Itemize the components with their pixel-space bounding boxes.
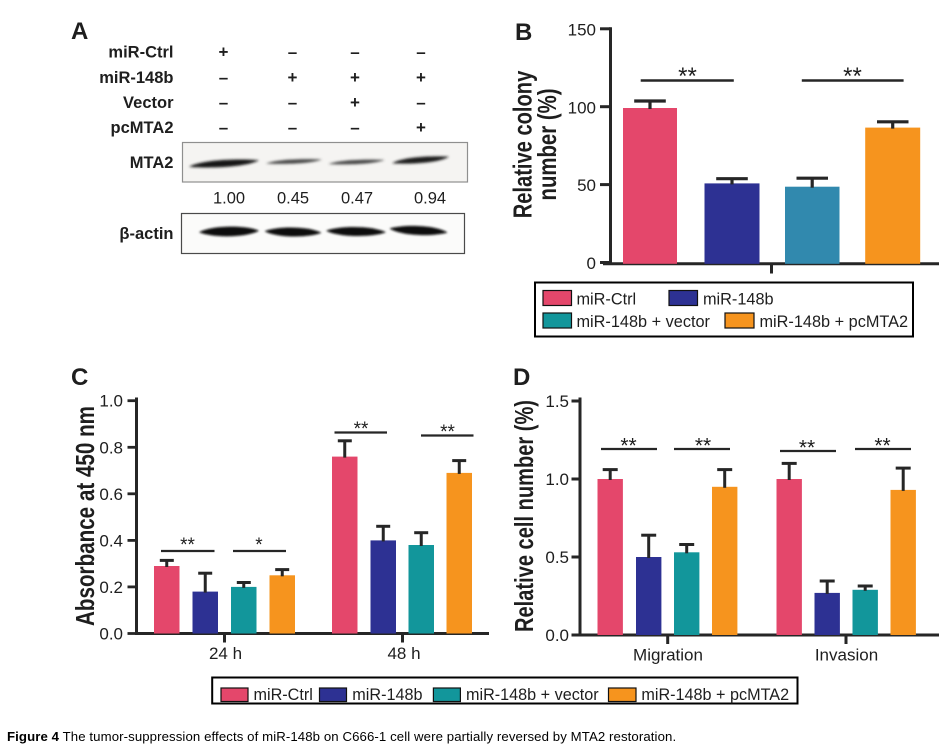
svg-text:MTA2: MTA2 (130, 154, 174, 172)
svg-text:miR-148b + pcMTA2: miR-148b + pcMTA2 (641, 686, 789, 704)
svg-text:0.6: 0.6 (99, 485, 123, 504)
svg-text:0.94: 0.94 (414, 190, 446, 208)
svg-text:1.0: 1.0 (99, 392, 123, 411)
svg-text:miR-148b: miR-148b (703, 291, 774, 309)
svg-text:+: + (288, 68, 298, 87)
svg-text:miR-148b: miR-148b (352, 686, 422, 704)
svg-text:0.5: 0.5 (545, 548, 569, 567)
svg-text:**: ** (180, 535, 195, 556)
svg-text:0.8: 0.8 (99, 438, 123, 457)
svg-text:50: 50 (577, 176, 596, 195)
svg-text:0: 0 (587, 254, 596, 273)
svg-text:+: + (416, 118, 426, 137)
svg-text:0.0: 0.0 (99, 625, 123, 644)
svg-text:0.0: 0.0 (545, 626, 569, 645)
svg-text:A: A (71, 18, 88, 45)
svg-text:+: + (416, 68, 426, 87)
svg-text:100: 100 (568, 98, 596, 117)
svg-text:**: ** (440, 422, 455, 443)
svg-text:0.45: 0.45 (277, 190, 309, 208)
svg-text:Relative colony: Relative colony (508, 70, 538, 218)
svg-text:–: – (350, 118, 359, 137)
svg-text:+: + (350, 68, 360, 87)
svg-text:Absorbance at 450 nm: Absorbance at 450 nm (70, 406, 100, 626)
svg-text:*: * (255, 535, 263, 556)
svg-text:**: ** (678, 63, 697, 90)
svg-text:–: – (288, 118, 297, 137)
svg-text:miR-148b + vector: miR-148b + vector (466, 686, 599, 704)
svg-text:–: – (350, 43, 359, 62)
svg-text:+: + (350, 93, 360, 112)
svg-text:Migration: Migration (633, 646, 703, 665)
svg-text:Vector: Vector (123, 94, 174, 112)
svg-text:**: ** (799, 436, 815, 459)
svg-text:1.5: 1.5 (545, 392, 569, 411)
svg-text:0.4: 0.4 (99, 531, 123, 550)
svg-text:0.47: 0.47 (341, 190, 373, 208)
svg-text:miR-148b + vector: miR-148b + vector (577, 313, 711, 331)
svg-text:pcMTA2: pcMTA2 (111, 119, 174, 137)
svg-text:–: – (219, 93, 228, 112)
svg-text:1.0: 1.0 (545, 470, 569, 489)
svg-text:24 h: 24 h (209, 644, 242, 663)
svg-text:150: 150 (568, 20, 596, 39)
svg-text:0.2: 0.2 (99, 578, 123, 597)
svg-text:B: B (515, 19, 532, 46)
svg-text:1.00: 1.00 (213, 190, 245, 208)
svg-text:–: – (219, 118, 228, 137)
svg-text:C: C (71, 364, 88, 391)
svg-text:–: – (416, 43, 425, 62)
svg-text:miR-Ctrl: miR-Ctrl (254, 686, 313, 704)
svg-text:–: – (288, 43, 297, 62)
svg-text:Invasion: Invasion (815, 646, 878, 665)
svg-text:miR-148b: miR-148b (99, 69, 173, 87)
svg-text:number (%): number (%) (532, 89, 562, 201)
svg-text:**: ** (843, 63, 862, 90)
svg-text:miR-148b + pcMTA2: miR-148b + pcMTA2 (760, 313, 909, 331)
svg-text:**: ** (874, 434, 890, 457)
svg-text:Relative cell number (%): Relative cell number (%) (509, 400, 539, 632)
svg-text:**: ** (620, 434, 636, 457)
svg-text:Figure 4 The tumor-suppression: Figure 4 The tumor-suppression effects o… (7, 729, 676, 744)
svg-text:**: ** (354, 419, 369, 440)
svg-text:miR-Ctrl: miR-Ctrl (108, 44, 173, 62)
svg-text:48 h: 48 h (387, 644, 420, 663)
svg-text:**: ** (695, 434, 711, 457)
svg-text:D: D (513, 364, 530, 391)
svg-text:–: – (219, 68, 228, 87)
svg-text:miR-Ctrl: miR-Ctrl (577, 291, 637, 309)
svg-text:–: – (416, 93, 425, 112)
svg-text:+: + (219, 43, 229, 62)
svg-text:β-actin: β-actin (119, 225, 173, 243)
svg-text:–: – (288, 93, 297, 112)
